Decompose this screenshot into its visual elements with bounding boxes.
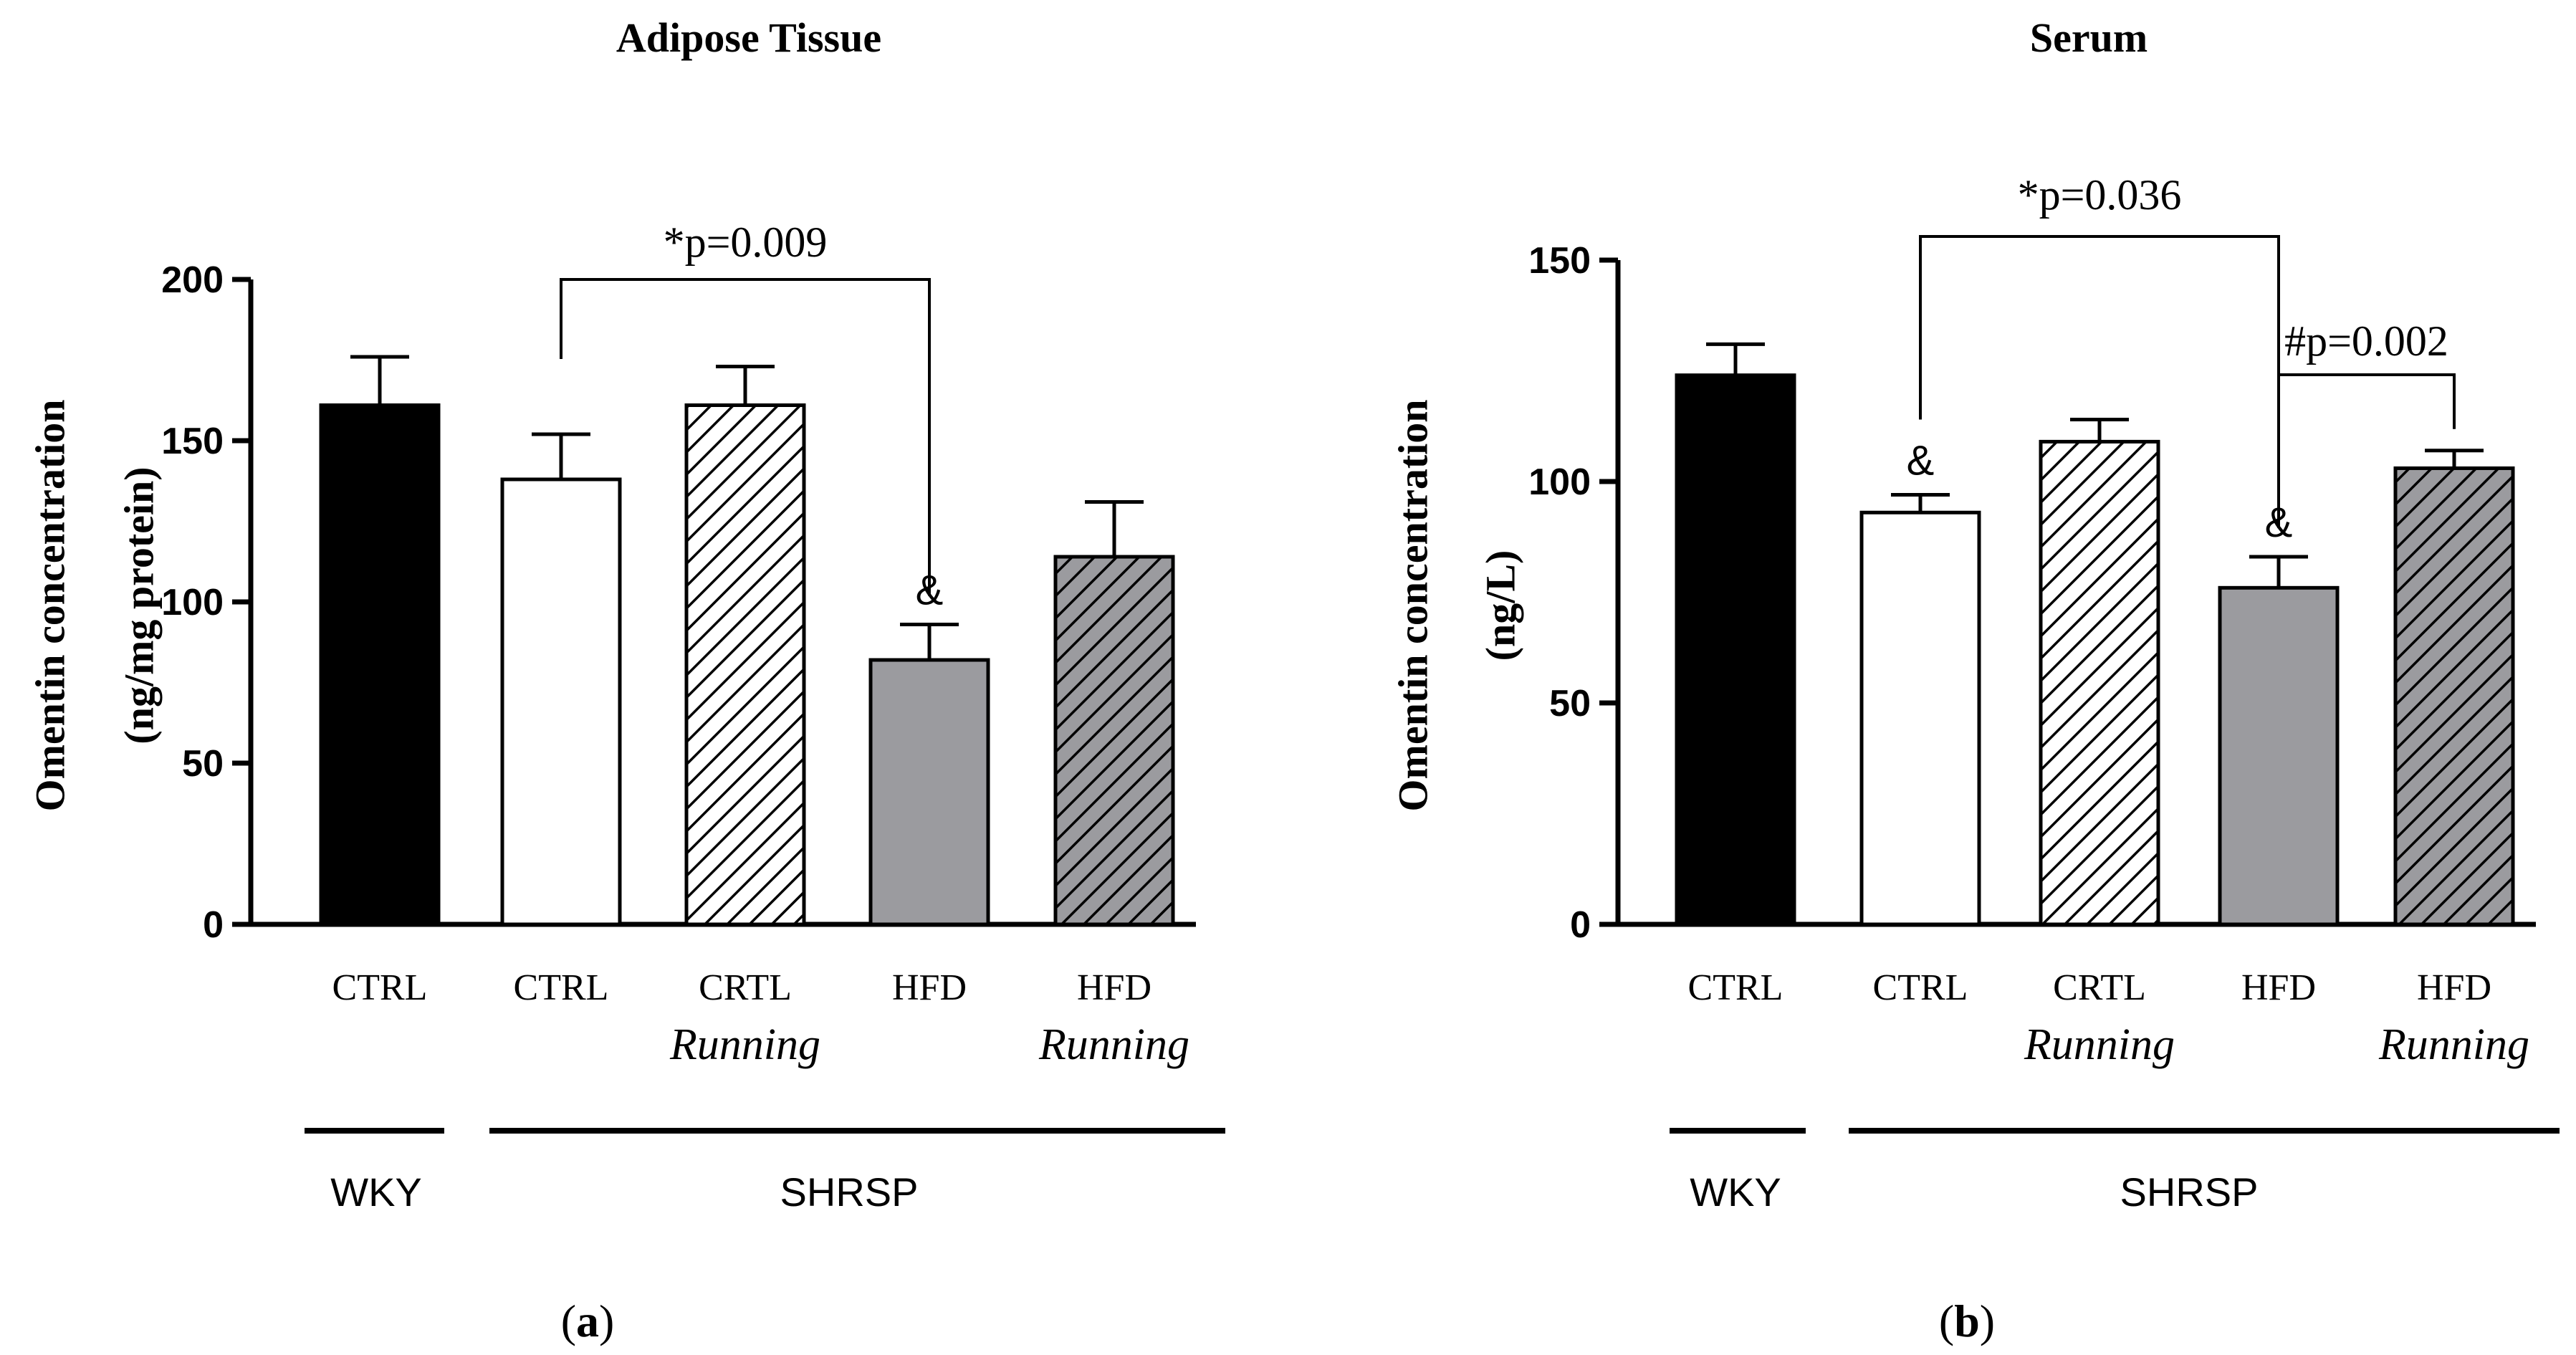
category-sublabel: Running [2024, 1020, 2175, 1069]
category-label: HFD [2241, 967, 2316, 1008]
p-value-label: *p=0.036 [2018, 171, 2182, 219]
y-axis-unit-label: (ng/L) [1478, 550, 1524, 661]
category-sublabel: Running [2378, 1020, 2529, 1069]
bar-2 [1859, 510, 1981, 927]
bar-1 [1675, 373, 1796, 927]
y-tick-label: 100 [1528, 461, 1591, 503]
bar-5 [1053, 555, 1175, 927]
category-label: CRTL [699, 967, 792, 1008]
group-label: SHRSP [780, 1169, 919, 1215]
bar-2 [500, 477, 622, 927]
y-tick-label: 150 [161, 421, 224, 462]
comparison-bracket [2277, 373, 2456, 529]
significance-marker: & [1907, 438, 1935, 484]
group-label: WKY [1690, 1169, 1781, 1215]
category-sublabel: Running [1038, 1020, 1189, 1069]
comparison-bracket [560, 278, 931, 596]
bar-5 [2393, 466, 2515, 927]
y-tick-label: 0 [203, 904, 224, 946]
category-label: HFD [892, 967, 967, 1008]
y-tick-label: 200 [161, 259, 224, 301]
chart-title: Adipose Tissue [616, 14, 881, 61]
category-sublabel: Running [669, 1020, 820, 1069]
bar-4 [868, 658, 990, 927]
p-value-label: *p=0.009 [664, 219, 828, 266]
chart-title: Serum [2030, 14, 2148, 61]
y-tick-label: 50 [182, 743, 224, 785]
category-label: CTRL [332, 967, 428, 1008]
category-label: CTRL [1688, 967, 1783, 1008]
y-tick-label: 150 [1528, 240, 1591, 282]
chart-serum: Serum Omentin concentration (ng/L) 0 50 100 15… [1390, 14, 2560, 1346]
y-axis-label: Omentin concentration [27, 399, 74, 811]
group-label: SHRSP [2120, 1169, 2259, 1215]
panel-label: (a) [561, 1296, 615, 1346]
bar-4 [2218, 585, 2340, 927]
y-tick-label: 100 [161, 582, 224, 623]
category-label: HFD [1077, 967, 1151, 1008]
y-tick-label: 0 [1570, 904, 1591, 946]
panel-label: (b) [1939, 1296, 1995, 1346]
category-label: HFD [2417, 967, 2491, 1008]
group-label: WKY [330, 1169, 422, 1215]
y-tick-label: 50 [1549, 683, 1591, 724]
category-label: CRTL [2053, 967, 2146, 1008]
bar-1 [319, 403, 441, 927]
p-value-label: #p=0.002 [2284, 317, 2448, 365]
category-label: CTRL [1873, 967, 1968, 1008]
category-label: CTRL [514, 967, 609, 1008]
y-axis-label: Omentin concentration [1390, 399, 1437, 811]
y-axis-unit-label: (ng/mg protein) [116, 466, 163, 744]
bar-3 [2039, 439, 2160, 927]
chart-adipose-tissue: Adipose Tissue Omentin concentration (ng/m… [27, 14, 1225, 1346]
bar-3 [684, 403, 806, 927]
